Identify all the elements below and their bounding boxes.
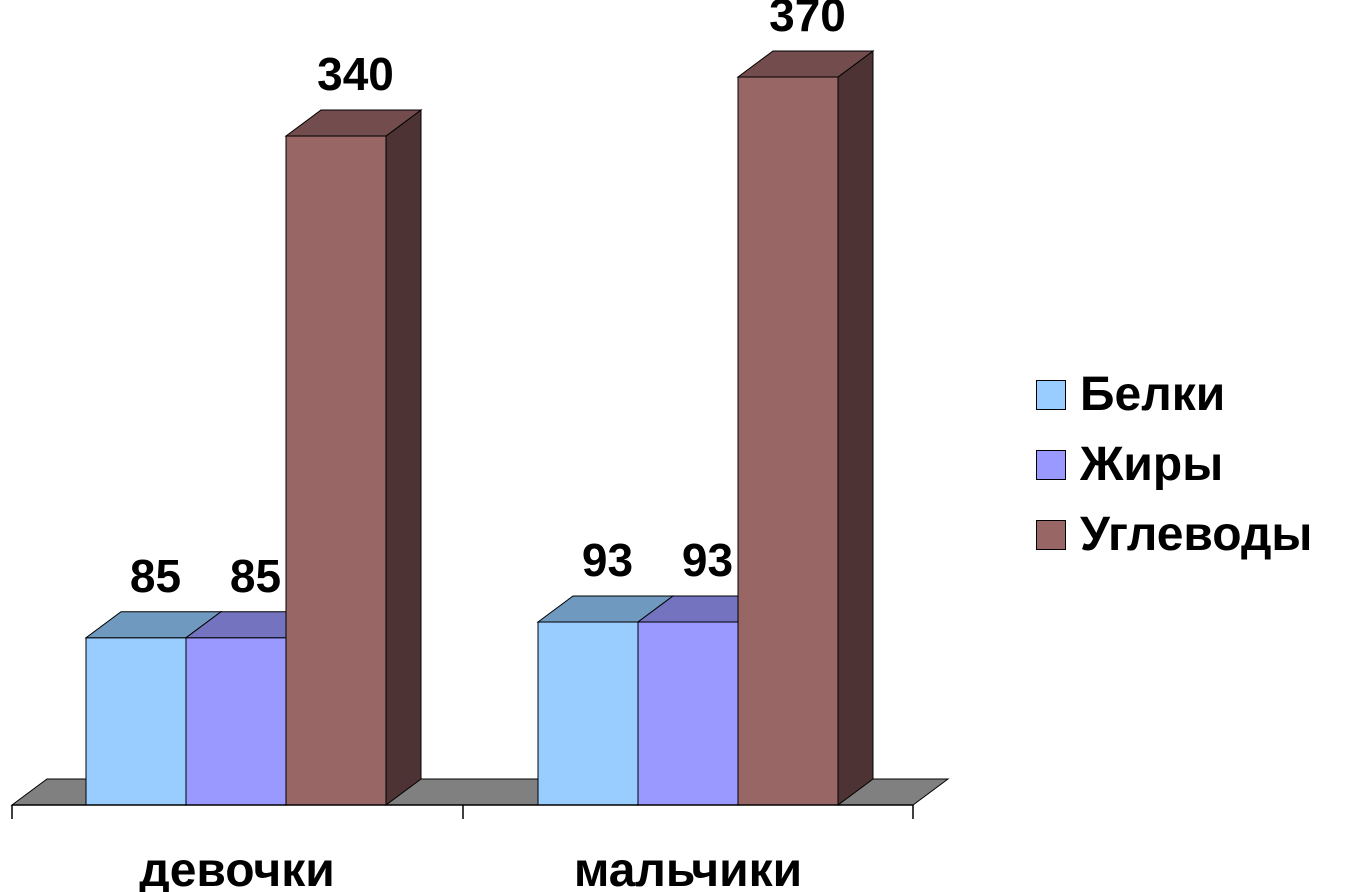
x-axis: девочки мальчики — [11, 804, 914, 892]
bar-front — [85, 637, 187, 806]
bar-front — [637, 621, 739, 806]
data-label: 93 — [582, 534, 633, 586]
bar-front — [285, 135, 387, 806]
x-tick-label: девочки — [139, 844, 335, 892]
bar-front — [537, 621, 639, 806]
legend-label-uglevody: Углеводы — [1080, 508, 1313, 561]
legend-label-belki: Белки — [1080, 368, 1226, 421]
legend-swatch-zhiry — [1036, 450, 1066, 480]
bar-front — [185, 637, 287, 806]
bar-side — [837, 50, 874, 806]
data-labels: 85 85 340 93 93 370 — [130, 0, 846, 602]
legend-item-zhiry: Жиры — [1036, 430, 1312, 500]
bar-top — [284, 109, 423, 137]
bar — [284, 109, 423, 806]
data-label: 85 — [130, 550, 181, 602]
bar — [736, 50, 875, 806]
legend-item-uglevody: Углеводы — [1036, 500, 1312, 570]
data-label: 370 — [769, 0, 846, 41]
bar-side — [385, 109, 422, 806]
data-label: 340 — [317, 48, 394, 100]
legend-swatch-belki — [1036, 380, 1066, 410]
data-label: 93 — [682, 534, 733, 586]
legend: Белки Жиры Углеводы — [1036, 360, 1312, 570]
x-tick-label: мальчики — [574, 844, 802, 892]
legend-swatch-uglevody — [1036, 520, 1066, 550]
bar-front — [737, 76, 839, 806]
legend-item-belki: Белки — [1036, 360, 1312, 430]
legend-label-zhiry: Жиры — [1080, 438, 1224, 491]
bar-top — [736, 50, 875, 78]
bars — [84, 50, 875, 806]
data-label: 85 — [230, 550, 281, 602]
